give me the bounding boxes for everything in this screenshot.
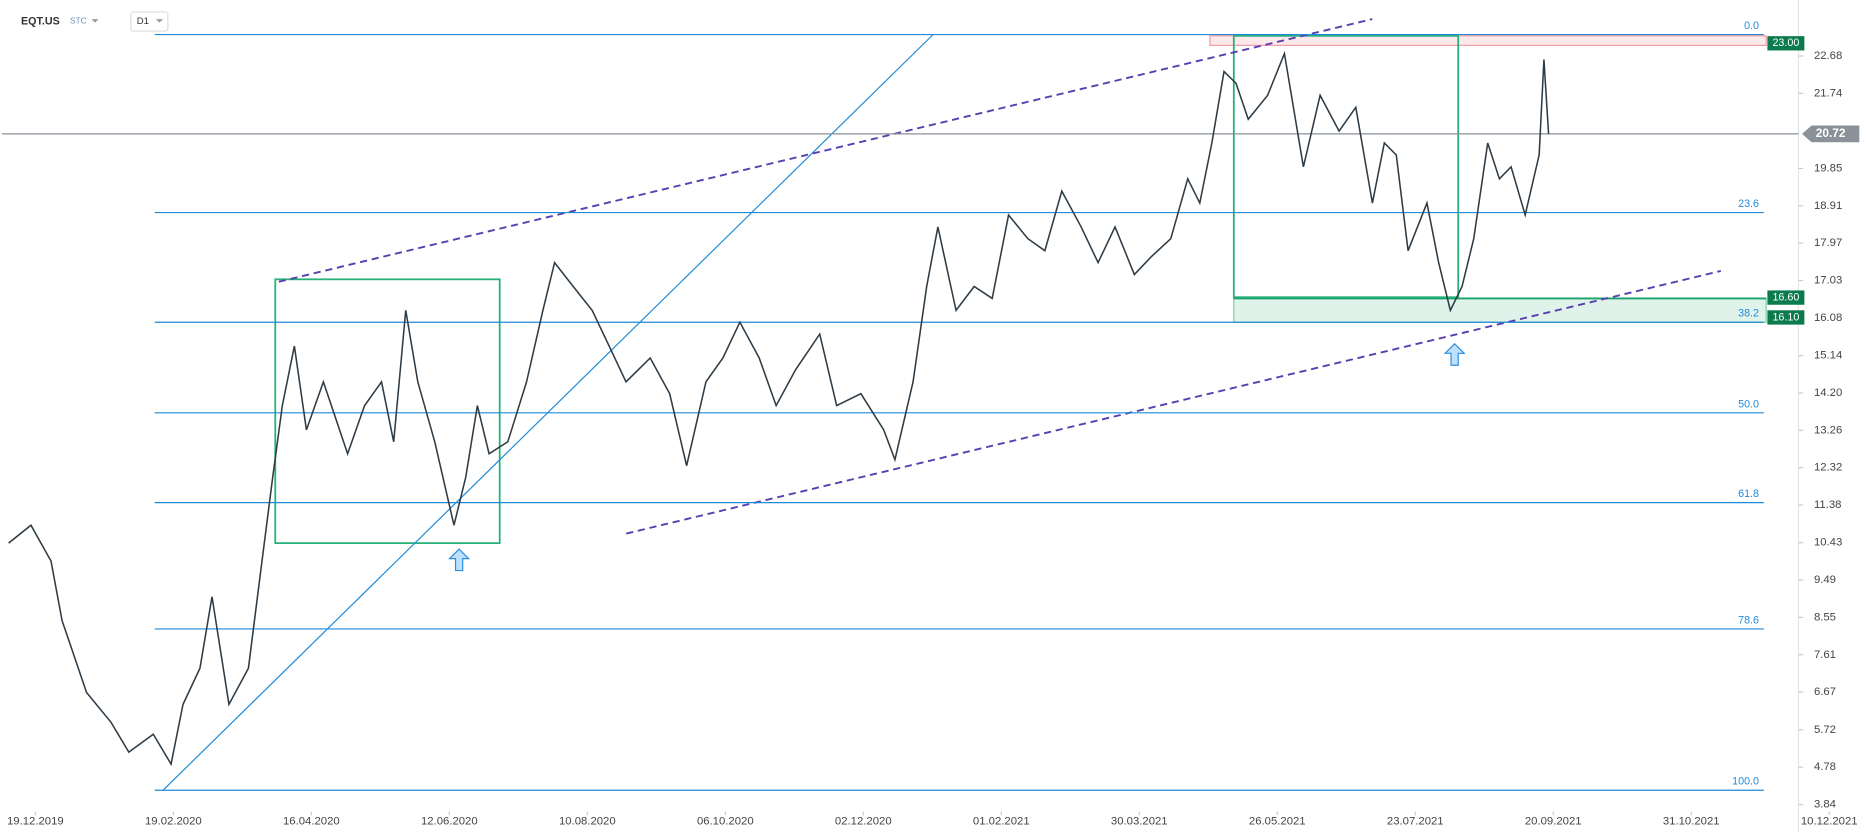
dropdown-icon	[91, 19, 99, 23]
y-tick-label: 13.26	[1814, 424, 1842, 436]
channel-lower	[625, 270, 1722, 535]
interval-box[interactable]	[130, 11, 169, 32]
x-tick-label: 19.02.2020	[145, 815, 202, 827]
support-zone	[1233, 297, 1767, 323]
last-price-label: 20.72	[1816, 126, 1846, 140]
dropdown-icon	[155, 19, 164, 23]
fib-label: 38.2	[1738, 308, 1759, 320]
x-tick-label: 26.05.2021	[1249, 815, 1306, 827]
price-tag	[1767, 310, 1805, 325]
y-tick-label: 5.72	[1814, 724, 1836, 736]
price-tag	[1767, 290, 1805, 305]
symbol: EQT.US	[21, 15, 60, 27]
y-tick-label: 6.67	[1814, 686, 1836, 698]
x-tick-label: 10.08.2020	[559, 815, 616, 827]
fib-label: 100.0	[1732, 776, 1759, 788]
source[interactable]: STC	[70, 16, 87, 26]
x-tick-label: 06.10.2020	[697, 815, 754, 827]
fib-label: 61.8	[1738, 488, 1759, 500]
resistance-zone	[1209, 35, 1767, 46]
y-tick-label: 17.03	[1814, 275, 1842, 287]
channel-upper	[278, 18, 1373, 283]
price-line	[8, 50, 1550, 767]
y-tick-label: 15.14	[1814, 350, 1842, 362]
arrow-up	[448, 548, 471, 572]
last-price-tag	[1802, 125, 1860, 143]
x-tick-label: 30.03.2021	[1111, 815, 1168, 827]
y-tick-label: 3.84	[1814, 799, 1836, 811]
price-tag-label: 16.10	[1772, 311, 1799, 323]
x-tick-label: 02.12.2020	[835, 815, 892, 827]
price-tag-label: 23.00	[1772, 37, 1799, 49]
range-box	[1232, 34, 1460, 299]
x-tick-label: 01.02.2021	[973, 815, 1030, 827]
y-tick-label: 21.74	[1814, 87, 1842, 99]
y-tick-label: 22.68	[1814, 50, 1842, 62]
arrow-up	[1443, 342, 1466, 366]
y-tick-label: 11.38	[1814, 499, 1842, 511]
x-tick-label: 31.10.2021	[1663, 815, 1720, 827]
y-tick-label: 10.43	[1814, 537, 1842, 549]
y-tick-label: 14.20	[1814, 387, 1842, 399]
y-tick-label: 4.78	[1814, 761, 1836, 773]
y-tick-label: 16.08	[1814, 312, 1842, 324]
y-tick-label: 17.97	[1814, 237, 1842, 249]
y-tick-label: 7.61	[1814, 649, 1836, 661]
x-tick-label: 19.12.2019	[7, 815, 64, 827]
fib-label: 78.6	[1738, 614, 1759, 626]
price-tag-label: 16.60	[1772, 291, 1799, 303]
range-box	[274, 278, 501, 545]
interval: D1	[137, 16, 149, 27]
y-tick-label: 12.32	[1814, 462, 1842, 474]
x-tick-label: 12.06.2020	[421, 815, 478, 827]
x-tick-label: 20.09.2021	[1525, 815, 1582, 827]
x-tick-label: 23.07.2021	[1387, 815, 1444, 827]
x-tick-label: 16.04.2020	[283, 815, 340, 827]
price-tag	[1767, 36, 1805, 51]
y-tick-label: 9.49	[1814, 574, 1836, 586]
fib-label: 23.6	[1738, 198, 1759, 210]
fib-label: 50.0	[1738, 398, 1759, 410]
y-tick-label: 8.55	[1814, 611, 1836, 623]
y-tick-label: 18.91	[1814, 200, 1842, 212]
fib-label: 0.0	[1744, 20, 1759, 32]
y-tick-label: 19.85	[1814, 162, 1842, 174]
x-tick-label: 10.12.2021	[1801, 815, 1858, 827]
